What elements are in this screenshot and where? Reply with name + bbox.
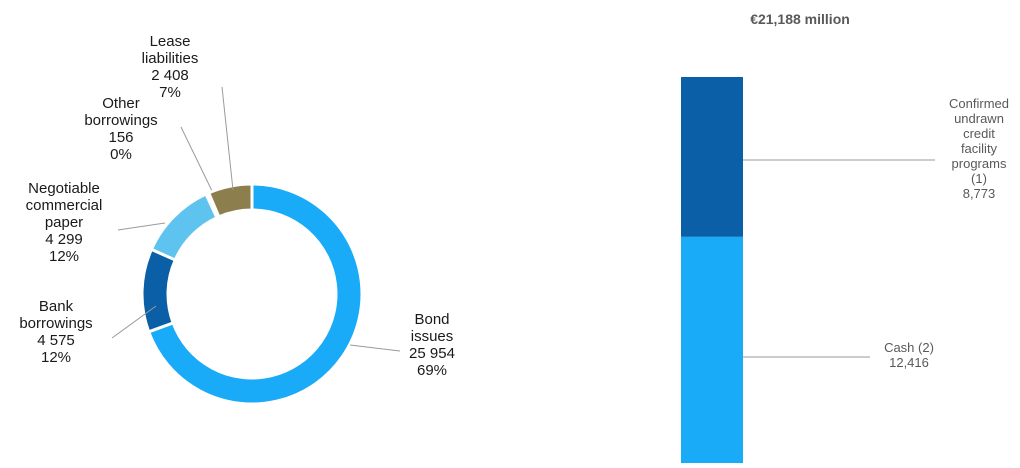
leader-line-lease-liabilities bbox=[221, 86, 234, 191]
donut-label-bank-borrowings: Bank borrowings 4 575 12% bbox=[19, 298, 92, 366]
leader-line-other-borrowings bbox=[180, 126, 215, 196]
bar-segment-cash-2 bbox=[681, 236, 743, 463]
bar-label-confirmed-undrawn-credit-facility-programs-1: Confirmed undrawn credit facility programs (1… bbox=[949, 96, 1009, 201]
leader-line-bank-borrowings bbox=[111, 305, 157, 339]
leader-line-bond-issues bbox=[349, 344, 401, 352]
donut-label-lease-liabilities: Lease liabilities 2 408 7% bbox=[142, 33, 199, 101]
bar-segment-confirmed-undrawn-credit-facility-programs-1 bbox=[681, 76, 743, 237]
donut-slice-lease-liabilities bbox=[206, 182, 254, 219]
bar-label-cash-2: Cash (2) 12,416 bbox=[884, 340, 934, 370]
donut-slice-negotiable-commercial-paper bbox=[149, 192, 219, 262]
donut-slice-bond-issues bbox=[146, 182, 364, 406]
stacked-bar-chart: €21,188 million Cash (2) 12,416 Confirmed un… bbox=[681, 11, 1009, 463]
donut-chart: Bond issues 25 954 69% Bank borrowings 4 575 12… bbox=[19, 33, 455, 406]
donut-slice-bank-borrowings bbox=[140, 247, 178, 334]
bar-chart-title: €21,188 million bbox=[750, 11, 850, 27]
donut-label-other-borrowings: Other borrowings 156 0% bbox=[84, 95, 157, 163]
donut-label-negotiable-commercial-paper: Negotiable commercial paper 4 299 12% bbox=[26, 180, 103, 265]
leader-line-negotiable-commercial-paper bbox=[117, 222, 166, 231]
donut-label-bond-issues: Bond issues 25 954 69% bbox=[409, 311, 455, 379]
